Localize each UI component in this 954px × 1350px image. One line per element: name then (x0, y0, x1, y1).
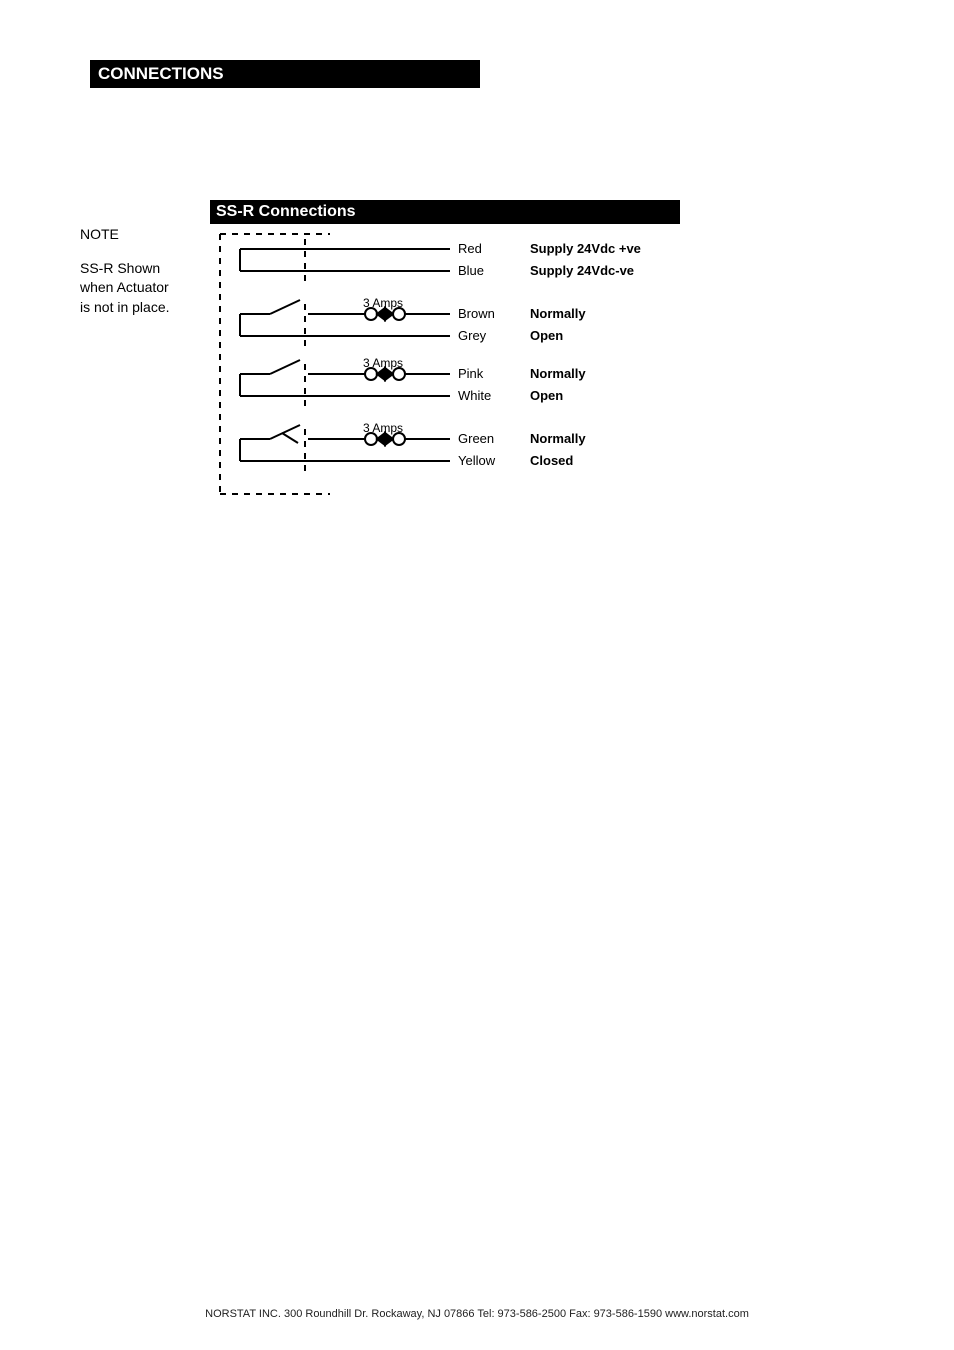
wire-color-label: Yellow (458, 453, 495, 468)
wire-state-label: Supply 24Vdc-ve (530, 263, 634, 278)
wire-state-label: Supply 24Vdc +ve (530, 241, 641, 256)
wire-color-label: White (458, 388, 491, 403)
note-line-1: SS-R Shown (80, 259, 170, 279)
wire-color-label: Pink (458, 366, 483, 381)
note-line-2: when Actuator (80, 278, 170, 298)
wire-state-label: Open (530, 328, 563, 343)
footer-text: NORSTAT INC. 300 Roundhill Dr. Rockaway,… (0, 1308, 954, 1320)
wire-state-label: Normally (530, 366, 586, 381)
wire-color-label: Brown (458, 306, 495, 321)
amps-label: 3 Amps (363, 296, 403, 310)
diagram-canvas: Red Supply 24Vdc +ve Blue Supply 24Vdc-ve 3 … (210, 224, 680, 504)
note-block: NOTE SS-R Shown when Actuator is not in … (80, 225, 170, 317)
section-header: CONNECTIONS (90, 60, 480, 88)
wire-color-label: Grey (458, 328, 486, 343)
wire-color-label: Red (458, 241, 482, 256)
wire-state-label: Closed (530, 453, 573, 468)
wire-state-label: Open (530, 388, 563, 403)
wire-state-label: Normally (530, 306, 586, 321)
amps-label: 3 Amps (363, 421, 403, 435)
note-line-3: is not in place. (80, 298, 170, 318)
page: CONNECTIONS NOTE SS-R Shown when Actuato… (0, 0, 954, 1350)
diagram-area: SS-R Connections Red Supply 24Vdc +ve Blue… (210, 200, 680, 504)
wire-state-label: Normally (530, 431, 586, 446)
diagram-title: SS-R Connections (210, 200, 680, 224)
wire-color-label: Green (458, 431, 494, 446)
amps-label: 3 Amps (363, 356, 403, 370)
wire-color-label: Blue (458, 263, 484, 278)
note-heading: NOTE (80, 225, 170, 245)
